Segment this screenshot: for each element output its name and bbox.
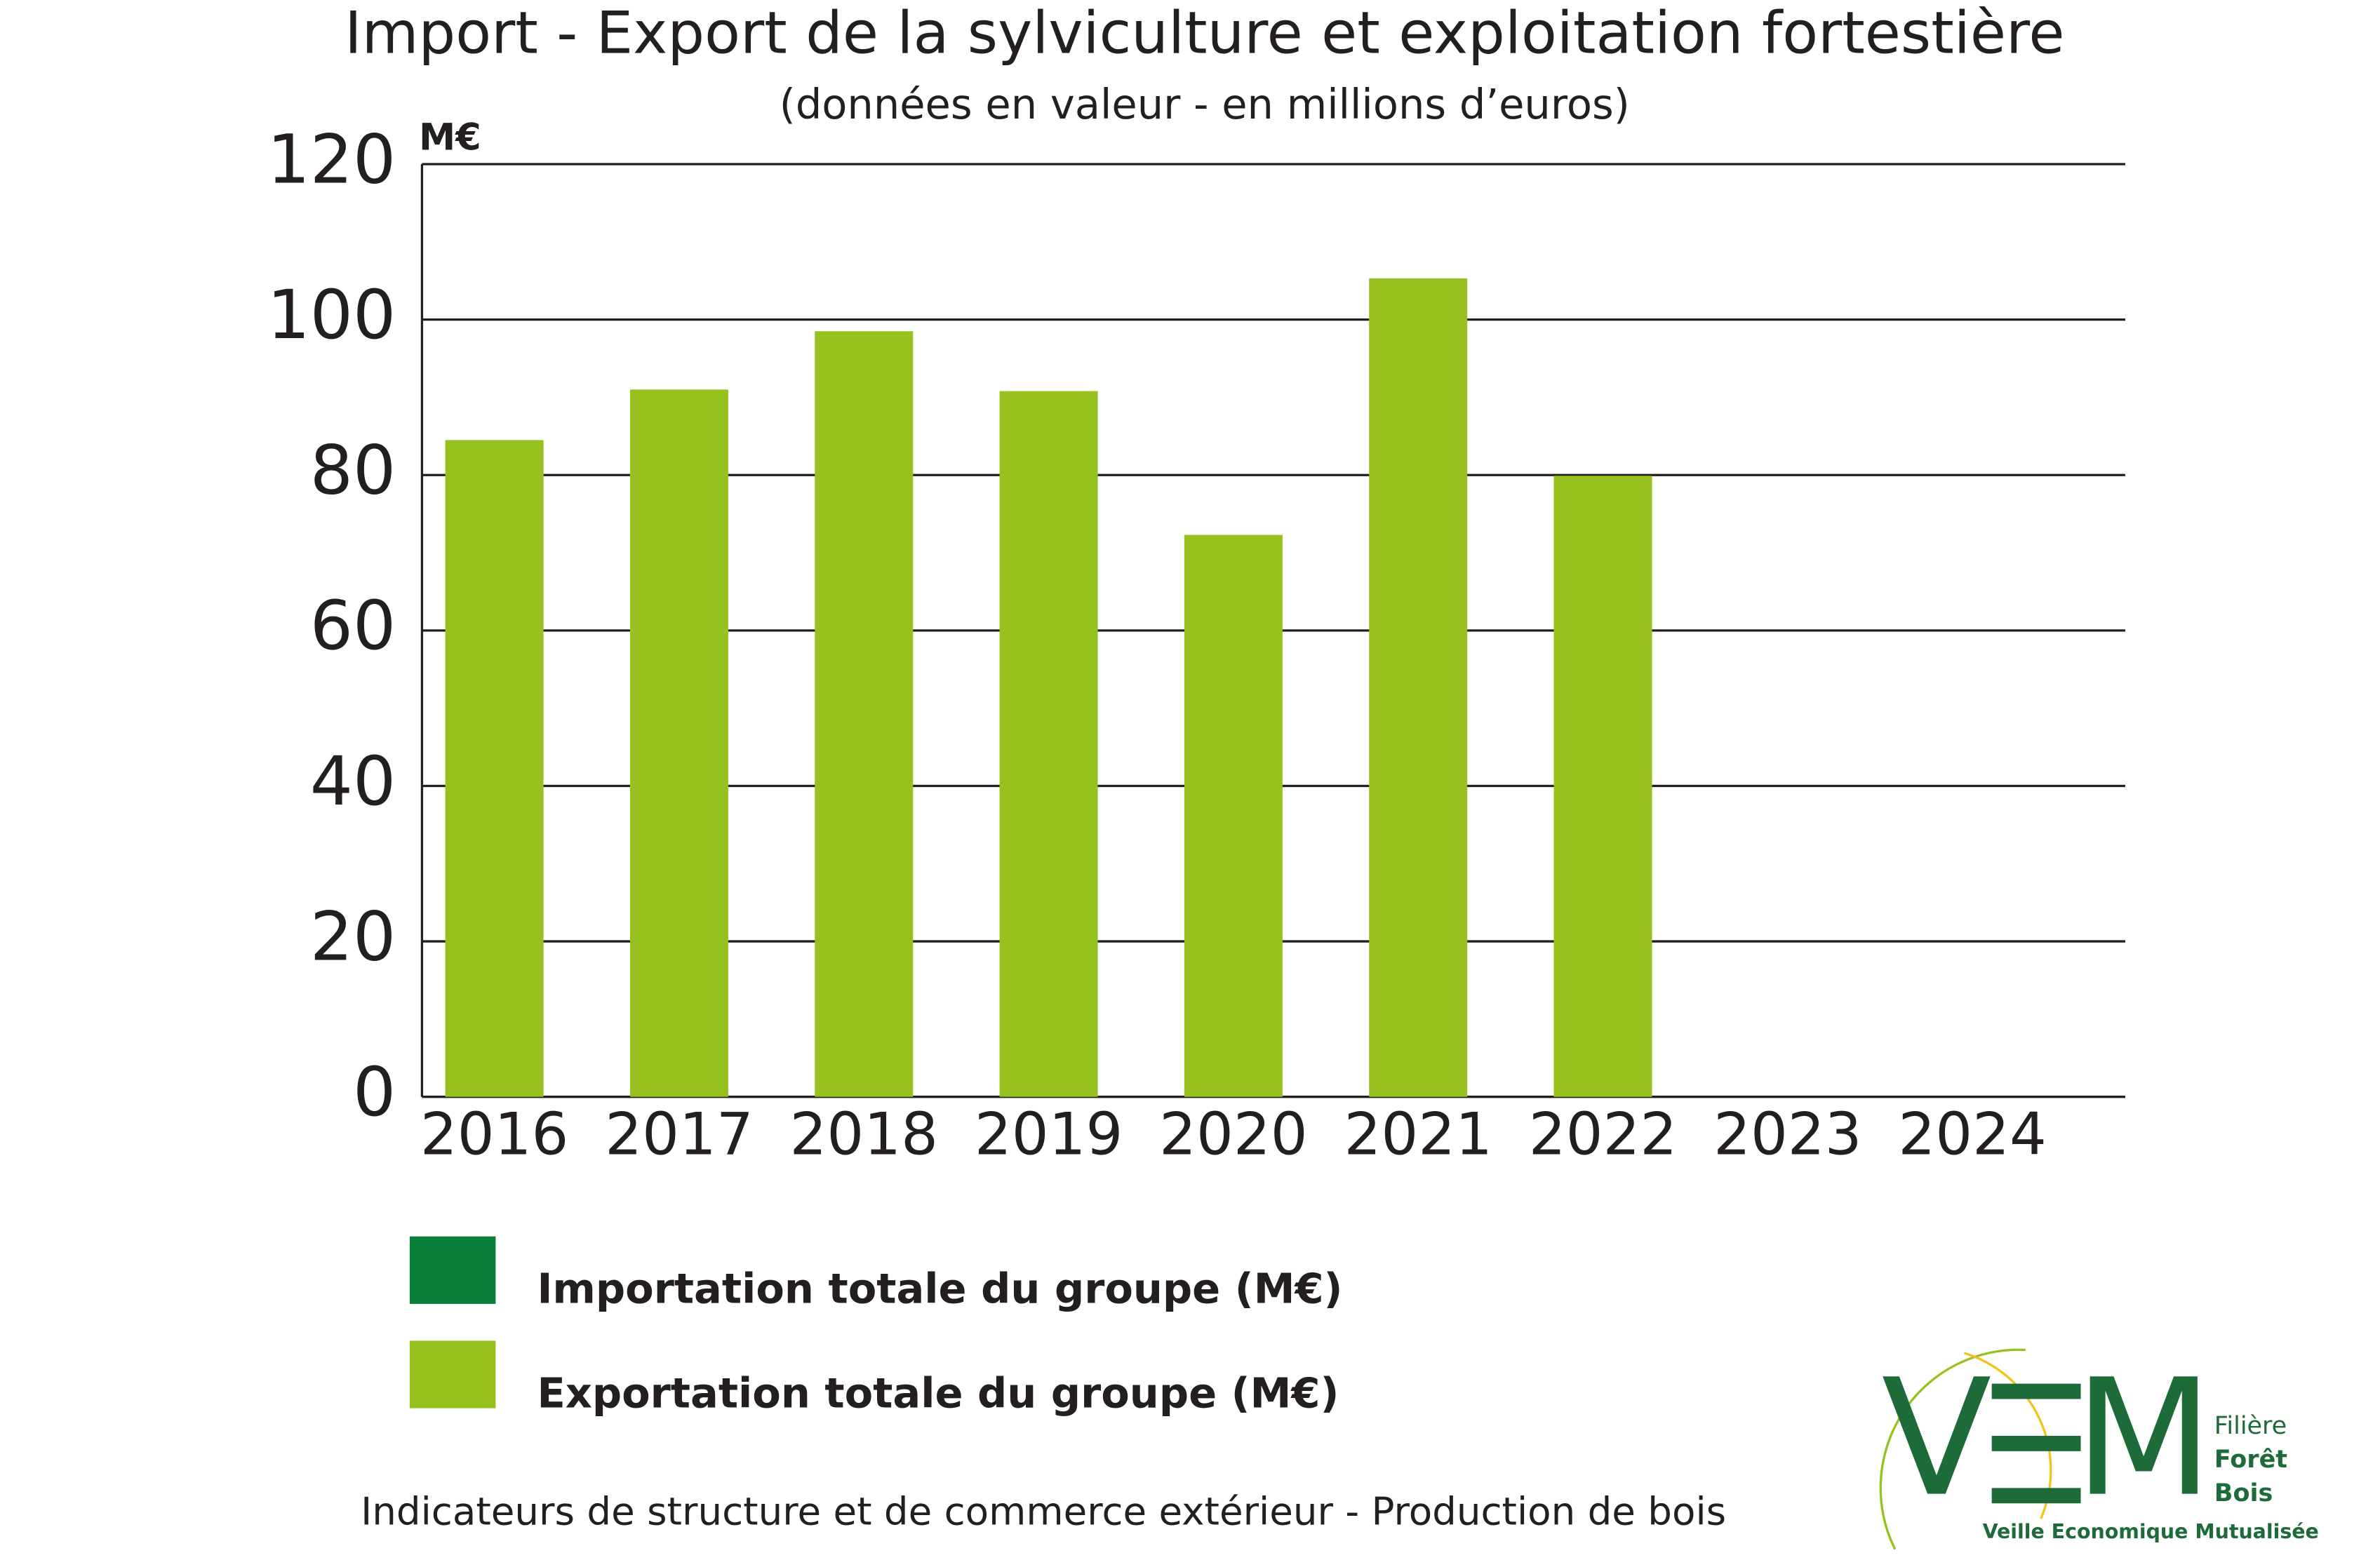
bar xyxy=(1553,476,1652,1097)
y-tick-label: 20 xyxy=(310,897,396,976)
logo-e-bar xyxy=(1991,1488,2081,1504)
bar xyxy=(1369,278,1468,1097)
bar xyxy=(629,389,728,1097)
y-tick-label: 100 xyxy=(267,276,396,354)
y-tick-label: 0 xyxy=(353,1053,396,1131)
x-tick-label: 2018 xyxy=(790,1101,938,1169)
legend-label: Exportation totale du groupe (M€) xyxy=(537,1368,1339,1417)
y-unit: M€ xyxy=(419,116,481,159)
y-tick-label: 120 xyxy=(267,120,396,199)
logo-line: Bois xyxy=(2214,1479,2273,1507)
logo-letter: M xyxy=(2074,1345,2213,1533)
bar xyxy=(1184,534,1283,1097)
footer: Indicateurs de structure et de commerce … xyxy=(361,1489,1726,1534)
y-tick-label: 80 xyxy=(310,431,396,510)
chart-subtitle: (données en valeur - en millions d’euros… xyxy=(780,80,1630,128)
legend-label: Importation totale du groupe (M€) xyxy=(537,1265,1342,1313)
logo-arc xyxy=(1879,1348,2026,1550)
x-tick-label: 2022 xyxy=(1529,1101,1677,1169)
bar xyxy=(815,331,914,1097)
chart-title: Import - Export de la sylviculture et ex… xyxy=(345,0,2064,67)
x-tick-label: 2017 xyxy=(605,1101,753,1169)
logo-e-bar xyxy=(1991,1436,2081,1451)
x-tick-label: 2021 xyxy=(1344,1101,1492,1169)
logo-e-bar xyxy=(1991,1383,2081,1399)
y-tick-label: 60 xyxy=(310,586,396,665)
x-tick-label: 2020 xyxy=(1159,1101,1307,1169)
x-tick-label: 2023 xyxy=(1713,1101,1861,1169)
logo: V M Filière Forêt Bois Veille Economique… xyxy=(1879,1345,2319,1550)
logo-line: Filière xyxy=(2214,1412,2287,1440)
bar xyxy=(999,391,1098,1097)
x-tick-label: 2019 xyxy=(975,1101,1123,1169)
bar xyxy=(445,440,544,1097)
y-tick-label: 40 xyxy=(310,742,396,821)
logo-tagline: Veille Economique Mutualisée xyxy=(1983,1520,2319,1543)
x-tick-label: 2016 xyxy=(420,1101,568,1169)
logo-line: Forêt xyxy=(2214,1446,2287,1474)
legend-swatch xyxy=(409,1236,496,1304)
legend-swatch xyxy=(409,1340,496,1408)
logo-letter: V xyxy=(1881,1345,1991,1533)
x-tick-label: 2024 xyxy=(1898,1101,2046,1169)
